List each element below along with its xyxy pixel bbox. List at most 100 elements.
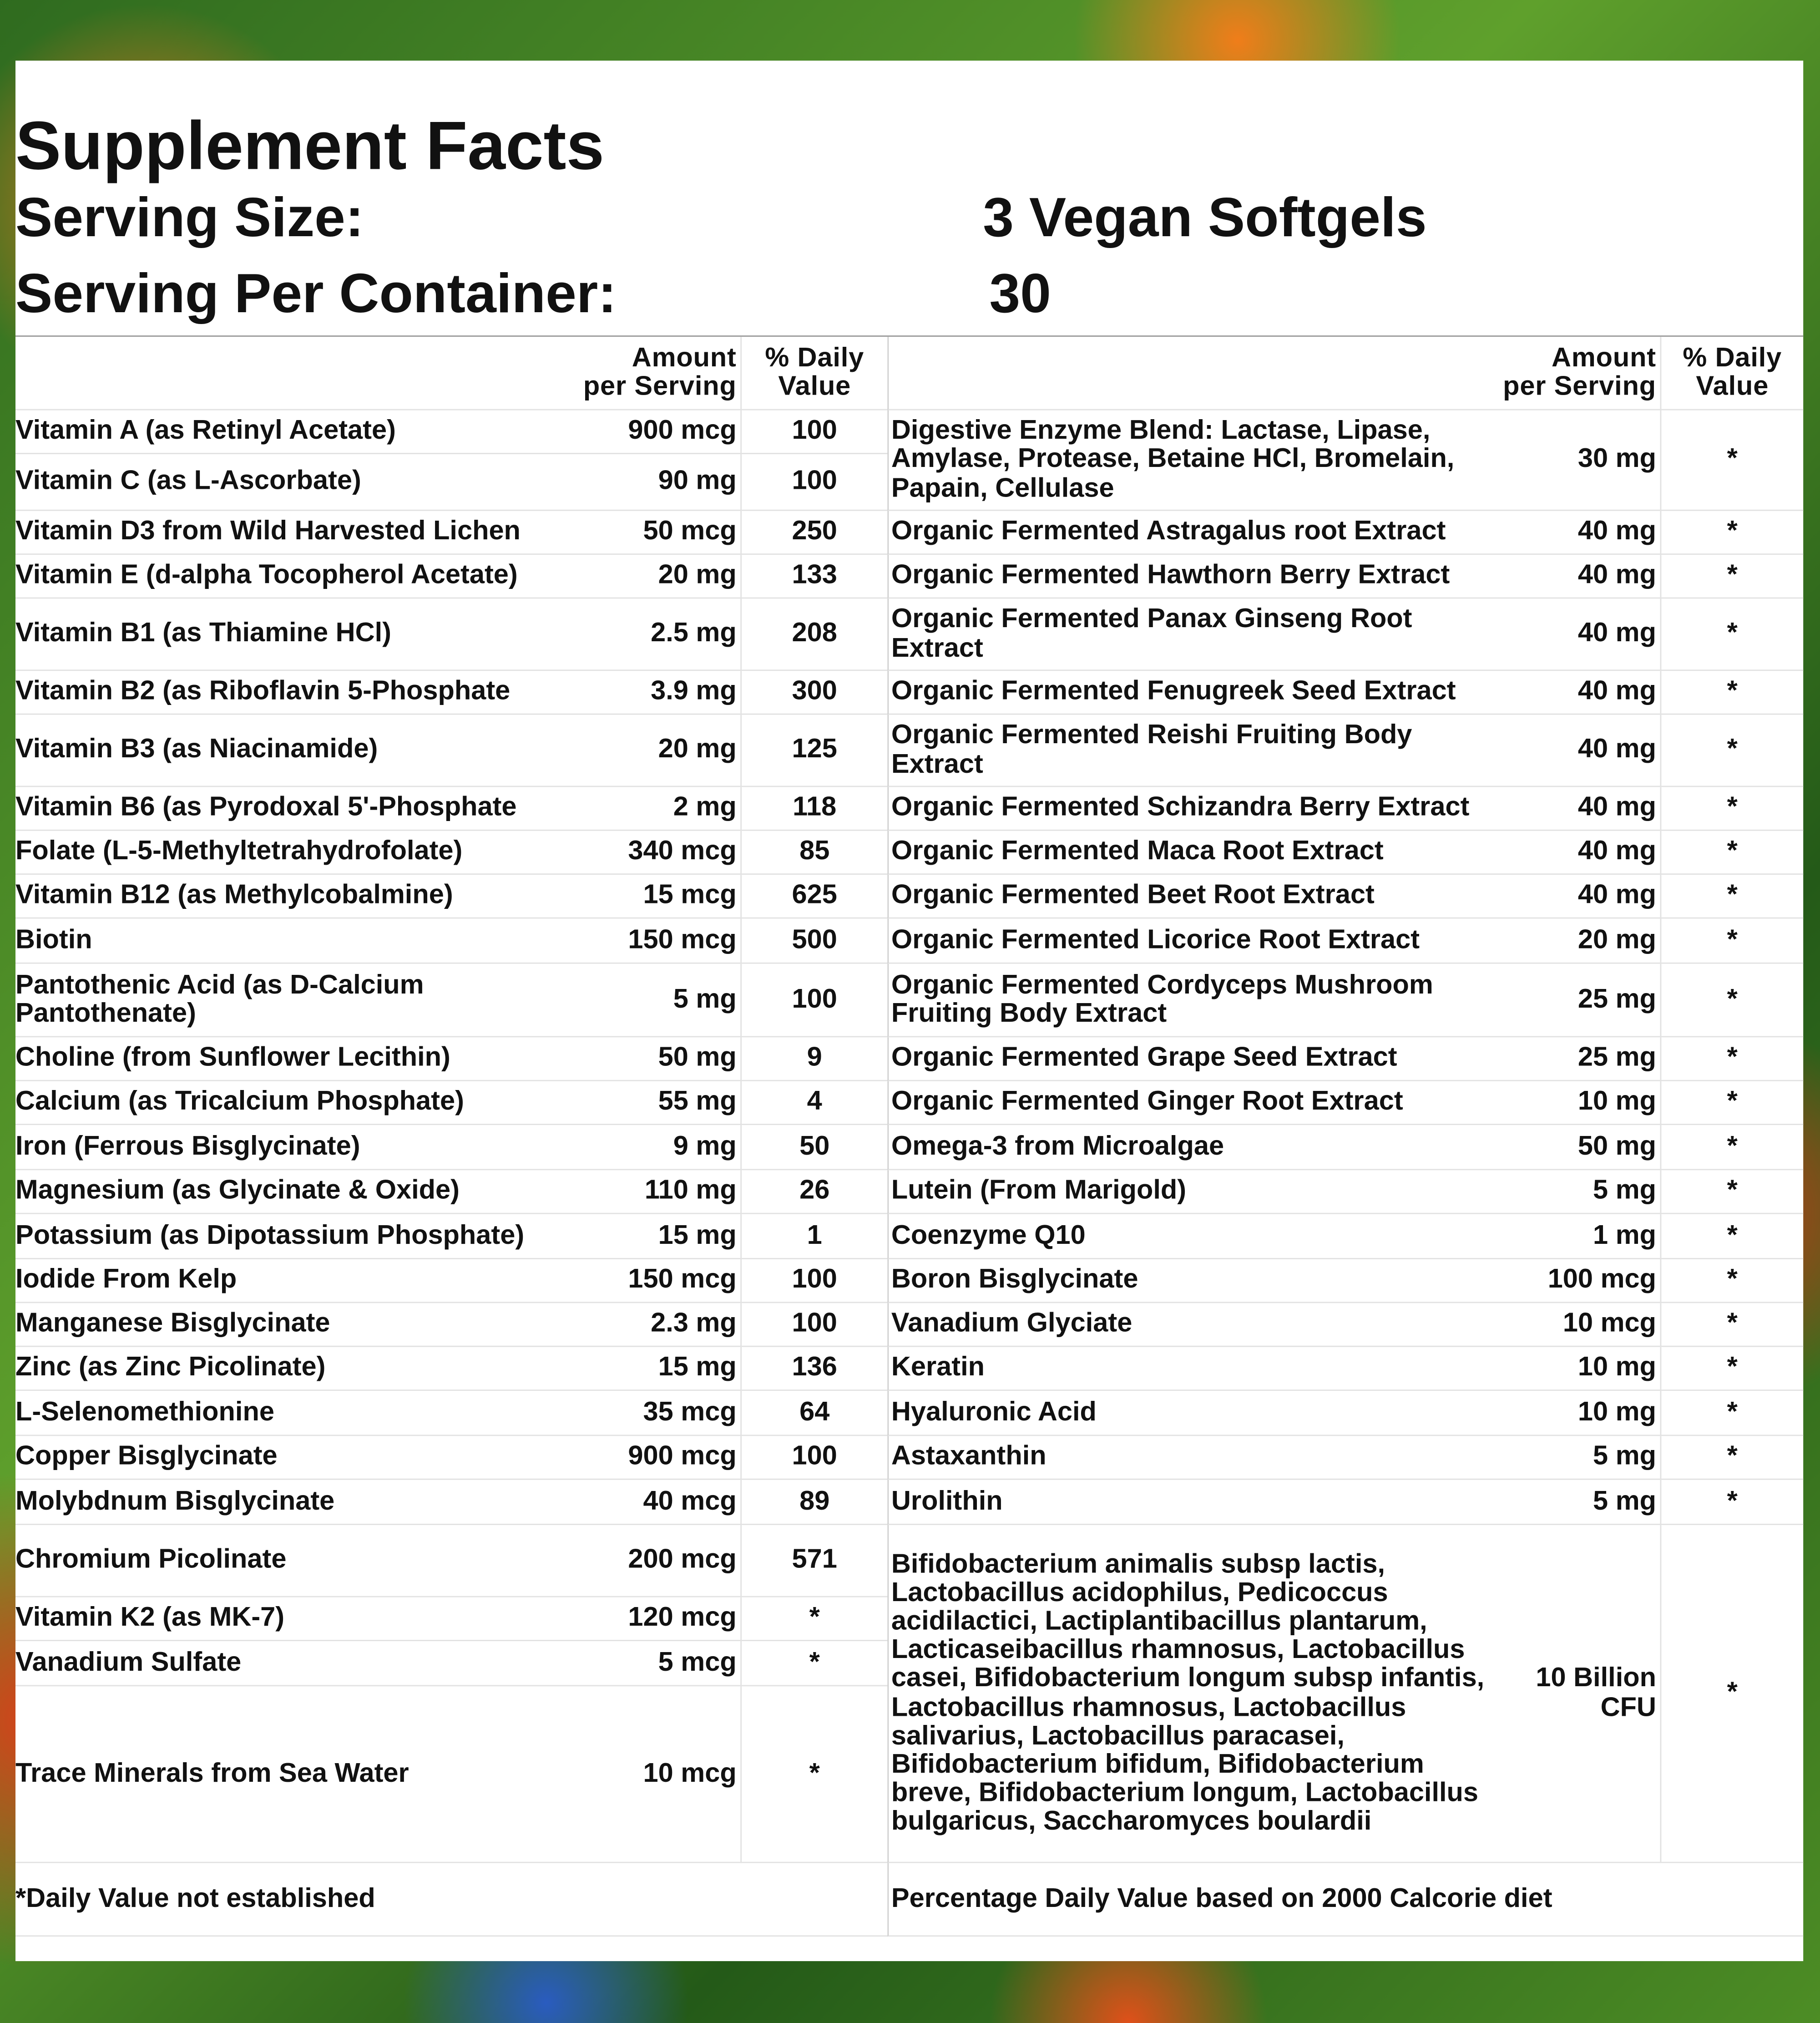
nutrient-dv: 208 (742, 598, 888, 671)
ingredient-name: Digestive Enzyme Blend: Lactase, Lipase,… (887, 410, 1496, 511)
nutrient-dv: * (742, 1641, 888, 1687)
ingredient-dv: * (1661, 1525, 1804, 1863)
nutrient-amount: 15 mg (574, 1347, 742, 1391)
ingredient-name: Organic Fermented Panax Ginseng Root Ext… (887, 598, 1496, 671)
footnote: Percentage Daily Value based on 2000 Cal… (887, 1863, 1804, 1937)
nutrient-amount: 900 mcg (574, 410, 742, 454)
ingredient-amount: 40 mg (1496, 511, 1662, 555)
ingredient-amount: 50 mg (1496, 1125, 1662, 1171)
ingredient-amount: 40 mg (1496, 831, 1662, 875)
ingredient-dv: * (1661, 831, 1804, 875)
nutrient-amount: 110 mg (574, 1170, 742, 1214)
nutrient-name: Molybdnum Bisglycinate (15, 1480, 574, 1525)
ingredient-name: Lutein (From Marigold) (887, 1170, 1496, 1214)
column-header: Amount per Serving (1496, 336, 1662, 411)
ingredient-name: Hyaluronic Acid (887, 1391, 1496, 1436)
nutrient-amount: 20 mg (574, 555, 742, 599)
nutrient-dv: 136 (742, 1347, 888, 1391)
ingredient-amount: 10 Billion CFU (1496, 1525, 1662, 1863)
nutrient-amount: 2.5 mg (574, 598, 742, 671)
ingredient-dv: * (1661, 1214, 1804, 1259)
ingredient-name: Organic Fermented Schizandra Berry Extra… (887, 787, 1496, 831)
nutrient-amount: 120 mcg (574, 1597, 742, 1641)
serving-size-label: Serving Size: (15, 187, 364, 249)
column-header: Amount per Serving (574, 336, 742, 411)
nutrient-amount: 150 mcg (574, 1259, 742, 1303)
nutrient-name: Potassium (as Dipotassium Phosphate) (15, 1214, 574, 1259)
ingredient-dv: * (1661, 1081, 1804, 1126)
nutrient-dv: 50 (742, 1125, 888, 1171)
ingredient-amount: 30 mg (1496, 410, 1662, 511)
ingredient-name: Keratin (887, 1347, 1496, 1391)
nutrient-dv: 100 (742, 1436, 888, 1480)
ingredient-dv: * (1661, 1347, 1804, 1391)
ingredient-amount: 40 mg (1496, 671, 1662, 715)
ingredient-name: Boron Bisglycinate (887, 1259, 1496, 1303)
nutrient-amount: 10 mcg (574, 1686, 742, 1863)
nutrient-name: Iodide From Kelp (15, 1259, 574, 1303)
nutrient-dv: 9 (742, 1037, 888, 1081)
ingredient-dv: * (1661, 964, 1804, 1038)
ingredient-amount: 10 mcg (1496, 1303, 1662, 1347)
ingredient-amount: 40 mg (1496, 598, 1662, 671)
serving-size-value: 3 Vegan Softgels (983, 187, 1427, 249)
nutrient-amount: 900 mcg (574, 1436, 742, 1480)
nutrient-amount: 40 mcg (574, 1480, 742, 1525)
nutrient-dv: 85 (742, 831, 888, 875)
ingredient-dv: * (1661, 875, 1804, 919)
ingredient-amount: 10 mg (1496, 1081, 1662, 1126)
ingredient-name: Organic Fermented Hawthorn Berry Extract (887, 555, 1496, 599)
nutrient-amount: 200 mcg (574, 1525, 742, 1597)
nutrient-name: Biotin (15, 918, 574, 964)
nutrient-name: Folate (L-5-Methyltetrahydrofolate) (15, 831, 574, 875)
nutrient-name: Chromium Picolinate (15, 1525, 574, 1597)
nutrient-name: L-Selenomethionine (15, 1391, 574, 1436)
ingredient-amount: 10 mg (1496, 1347, 1662, 1391)
nutrient-name: Magnesium (as Glycinate & Oxide) (15, 1170, 574, 1214)
ingredient-name: Organic Fermented Maca Root Extract (887, 831, 1496, 875)
ingredient-name: Organic Fermented Reishi Fruiting Body E… (887, 715, 1496, 787)
nutrient-name: Vitamin E (d-alpha Tocopherol Acetate) (15, 555, 574, 599)
nutrient-dv: 100 (742, 410, 888, 454)
facts-table: Amount per Serving% Daily Value Amount pe… (15, 335, 1804, 1937)
ingredient-dv: * (1661, 1170, 1804, 1214)
ingredient-name: Bifidobacterium animalis subsp lactis, L… (887, 1525, 1496, 1863)
ingredient-name: Organic Fermented Grape Seed Extract (887, 1037, 1496, 1081)
ingredient-amount: 100 mcg (1496, 1259, 1662, 1303)
ingredient-amount: 40 mg (1496, 875, 1662, 919)
ingredient-amount: 1 mg (1496, 1214, 1662, 1259)
ingredient-dv: * (1661, 918, 1804, 964)
nutrient-amount: 9 mg (574, 1125, 742, 1171)
nutrient-amount: 20 mg (574, 715, 742, 787)
nutrient-name: Pantothenic Acid (as D-Calcium Pantothen… (15, 964, 574, 1038)
nutrient-dv: 1 (742, 1214, 888, 1259)
nutrient-dv: 300 (742, 671, 888, 715)
nutrient-amount: 15 mcg (574, 875, 742, 919)
header-blank (15, 337, 574, 411)
nutrient-amount: 15 mg (574, 1214, 742, 1259)
ingredient-name: Organic Fermented Cordyceps Mushroom Fru… (887, 963, 1496, 1038)
nutrient-name: Vitamin B12 (as Methylcobalmine) (15, 875, 574, 919)
facts-panel: Supplement Facts Serving Size: 3 Vegan S… (15, 61, 1804, 1962)
nutrient-dv: 125 (742, 715, 888, 787)
ingredient-dv: * (1661, 598, 1804, 671)
nutrient-dv: 571 (742, 1525, 888, 1597)
nutrient-amount: 340 mcg (574, 831, 742, 875)
ingredient-name: Omega-3 from Microalgae (887, 1125, 1496, 1171)
nutrient-name: Vitamin K2 (as MK-7) (15, 1597, 574, 1641)
ingredient-amount: 40 mg (1496, 787, 1662, 831)
nutrient-dv: 100 (742, 1303, 888, 1347)
nutrient-dv: 100 (742, 964, 888, 1038)
nutrient-amount: 5 mg (574, 963, 742, 1038)
nutrient-amount: 55 mg (574, 1081, 742, 1126)
ingredient-amount: 20 mg (1496, 918, 1662, 964)
ingredient-name: Organic Fermented Beet Root Extract (887, 875, 1496, 919)
nutrient-amount: 3.9 mg (574, 671, 742, 715)
nutrient-amount: 5 mcg (574, 1641, 742, 1687)
nutrient-dv: 133 (742, 555, 888, 599)
nutrient-name: Zinc (as Zinc Picolinate) (15, 1347, 574, 1391)
ingredient-dv: * (1661, 1259, 1804, 1303)
nutrient-dv: * (742, 1686, 888, 1863)
